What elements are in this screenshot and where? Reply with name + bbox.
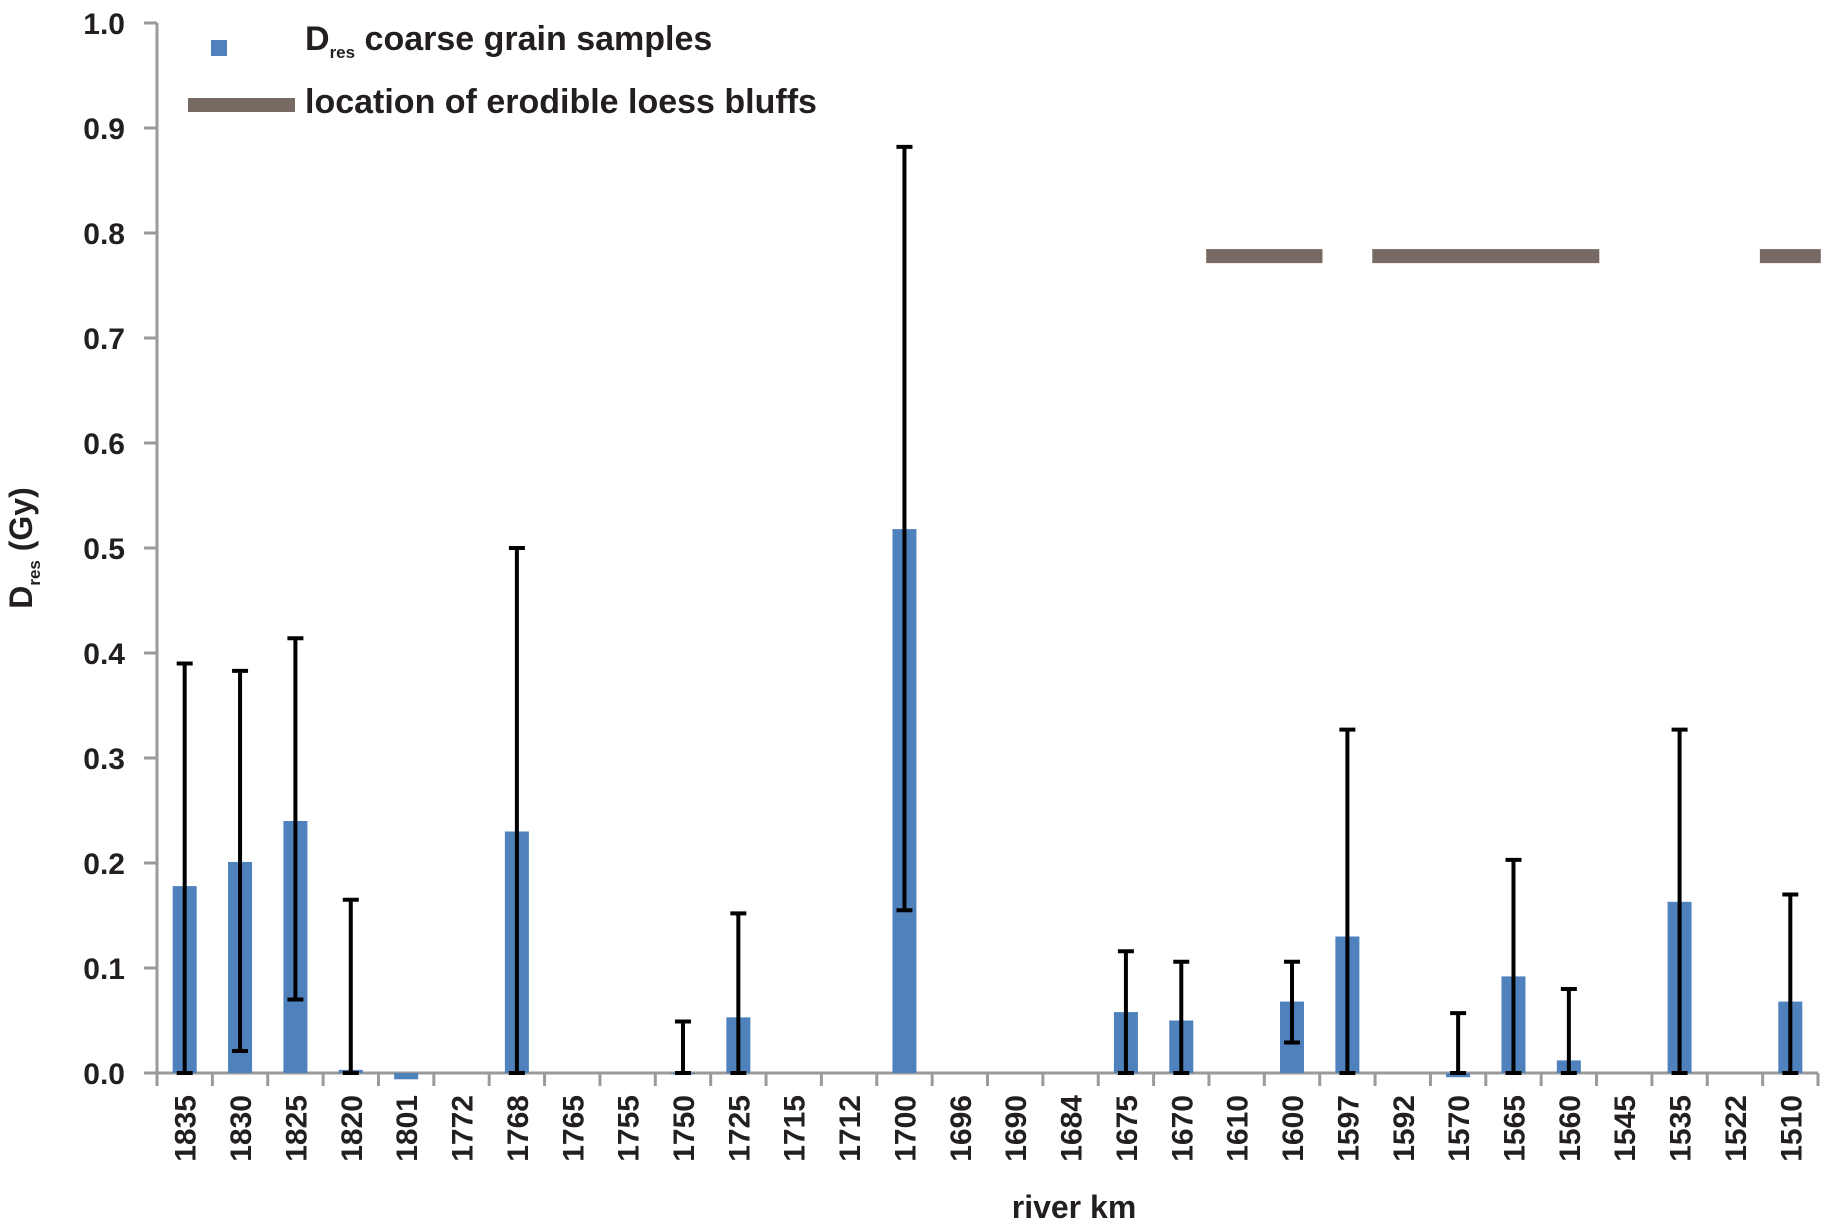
x-tick-label: 1825 (280, 1095, 313, 1162)
y-tick-label: 0.6 (83, 428, 125, 461)
x-tick-label: 1700 (889, 1095, 922, 1162)
x-tick-label: 1684 (1056, 1095, 1089, 1162)
x-tick-labels: 1835 1830 1825 1820 1801 1772 1768 1765 1755 1750… (170, 1095, 1809, 1162)
y-tick-label: 0.8 (83, 218, 125, 251)
y-tick-label: 0.5 (83, 533, 125, 566)
y-tick-label: 0.9 (83, 113, 125, 146)
error-bars (176, 144, 1799, 1075)
y-tick-label: 0.0 (83, 1058, 125, 1091)
x-tick-label: 1768 (502, 1095, 535, 1162)
x-tick-label: 1600 (1277, 1095, 1310, 1162)
y-tick-label: 0.2 (83, 848, 125, 881)
loess-bluff-bar (1372, 249, 1600, 264)
x-tick-label: 1765 (557, 1095, 590, 1162)
x-tick-label: 1597 (1332, 1095, 1365, 1162)
legend-label-bluffs: location of erodible loess bluffs (305, 83, 817, 121)
y-tick-label: 0.1 (83, 953, 125, 986)
bars (172, 529, 1803, 1080)
x-axis-label: river km (1012, 1189, 1137, 1225)
legend-label-bars-name: coarse grain samples (365, 20, 713, 58)
x-tick-label: 1835 (170, 1095, 203, 1162)
x-tick-label: 1830 (225, 1095, 258, 1162)
legend-label-bars-prefix: D (305, 20, 330, 58)
y-axis-label-sub: res (25, 560, 44, 586)
y-axis-label: Dres (Gy) (3, 487, 44, 609)
x-tick-label: 1755 (613, 1095, 646, 1162)
loess-bluff-bar (1206, 249, 1323, 264)
bar-1570 (1446, 1073, 1471, 1078)
x-tick-label: 1522 (1720, 1095, 1753, 1162)
x-tick-label: 1535 (1665, 1095, 1698, 1162)
x-tick-label: 1715 (779, 1095, 812, 1162)
y-tick-label: 0.7 (83, 323, 125, 356)
legend-label-bars-sub: res (330, 43, 356, 62)
x-tick-label: 1510 (1775, 1095, 1808, 1162)
x-tick-label: 1820 (336, 1095, 369, 1162)
bar-1801 (394, 1073, 419, 1080)
x-tick-label: 1570 (1443, 1095, 1476, 1162)
loess-bluff-bars (1206, 249, 1821, 264)
x-tick-label: 1610 (1222, 1095, 1255, 1162)
legend-label-bars: Dres coarse grain samples (305, 20, 712, 62)
x-tick-label: 1772 (447, 1095, 480, 1162)
axes (144, 21, 1820, 1086)
x-tick-label: 1690 (1000, 1095, 1033, 1162)
legend: Dres coarse grain samples location of er… (188, 20, 817, 121)
x-tick-label: 1725 (723, 1095, 756, 1162)
x-tick-label: 1565 (1498, 1095, 1531, 1162)
y-tick-label: 1.0 (83, 8, 125, 41)
x-tick-label: 1675 (1111, 1095, 1144, 1162)
y-tick-label: 0.4 (83, 638, 125, 671)
x-tick-label: 1670 (1166, 1095, 1199, 1162)
x-tick-label: 1592 (1388, 1095, 1421, 1162)
x-tick-label: 1750 (668, 1095, 701, 1162)
x-tick-label: 1545 (1609, 1095, 1642, 1162)
y-tick-labels: 0.0 0.1 0.2 0.3 0.4 0.5 0.6 0.7 0.8 0.9 1.0 (83, 8, 125, 1091)
x-tick-label: 1696 (945, 1095, 978, 1162)
x-tick-label: 1801 (391, 1095, 424, 1162)
y-axis-label-main: D (3, 586, 39, 609)
y-tick-label: 0.3 (83, 743, 125, 776)
x-tick-label: 1712 (834, 1095, 867, 1162)
loess-bluff-bar (1759, 249, 1821, 264)
legend-swatch-bars (211, 40, 227, 56)
legend-swatch-bluffs (188, 98, 295, 112)
y-axis-label-unit: (Gy) (3, 487, 39, 560)
x-tick-label: 1560 (1554, 1095, 1587, 1162)
